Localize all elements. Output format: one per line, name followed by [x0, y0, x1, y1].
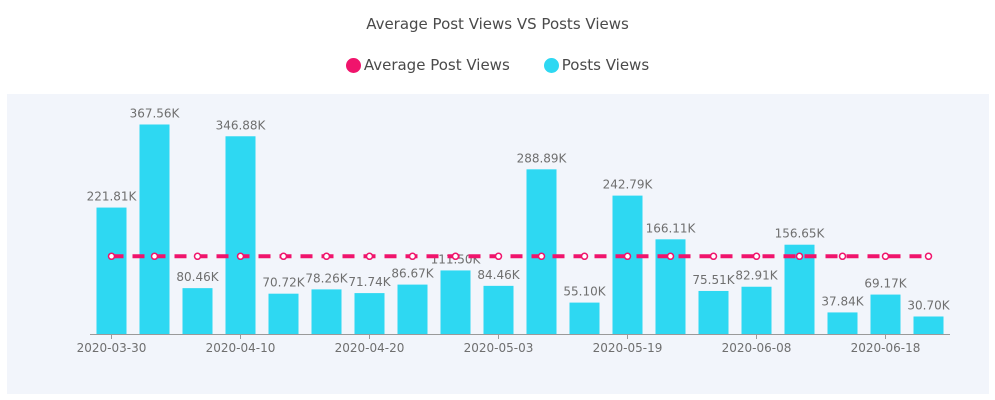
average-point[interactable]	[666, 252, 675, 261]
bar-value-label: 71.74K	[348, 275, 391, 289]
average-point[interactable]	[236, 252, 245, 261]
average-point[interactable]	[795, 252, 804, 261]
bar[interactable]	[311, 289, 342, 334]
bar[interactable]	[698, 290, 729, 334]
legend-average-marker	[345, 57, 361, 73]
bar-value-label: 37.84K	[821, 294, 864, 308]
average-point[interactable]	[924, 252, 933, 261]
average-point[interactable]	[709, 252, 718, 261]
average-point[interactable]	[408, 252, 417, 261]
average-point[interactable]	[107, 252, 116, 261]
bar-value-label: 156.65K	[775, 227, 826, 241]
bar-value-label: 221.81K	[87, 190, 138, 204]
x-tick-label: 2020-06-08	[722, 341, 792, 355]
bar-value-label: 84.46K	[477, 268, 520, 282]
average-point[interactable]	[193, 252, 202, 261]
bar[interactable]	[440, 270, 471, 334]
average-point[interactable]	[322, 252, 331, 261]
x-tick-label: 2020-03-30	[77, 341, 147, 355]
average-point[interactable]	[150, 252, 159, 261]
average-point[interactable]	[537, 252, 546, 261]
bar-value-label: 242.79K	[603, 178, 654, 192]
legend-item-posts[interactable]: Posts Views	[543, 56, 650, 74]
bar[interactable]	[483, 285, 514, 334]
x-tick-label: 2020-04-20	[335, 341, 405, 355]
bar[interactable]	[569, 302, 600, 334]
average-point[interactable]	[881, 252, 890, 261]
bar[interactable]	[913, 316, 944, 334]
bar[interactable]	[827, 312, 858, 334]
average-point[interactable]	[494, 252, 503, 261]
legend-posts-label: Posts Views	[561, 56, 650, 74]
bar-value-label: 166.11K	[646, 221, 697, 235]
legend: Average Post Views Posts Views	[0, 56, 995, 74]
average-point[interactable]	[752, 252, 761, 261]
plot-area	[7, 94, 989, 394]
bar-value-label: 346.88K	[216, 118, 267, 132]
bar-value-label: 69.17K	[864, 277, 907, 291]
x-tick-label: 2020-05-03	[464, 341, 534, 355]
bar[interactable]	[268, 293, 299, 334]
bar-value-label: 367.56K	[130, 106, 181, 120]
bar-value-label: 78.26K	[305, 271, 348, 285]
average-point[interactable]	[279, 252, 288, 261]
bar-value-label: 30.70K	[907, 299, 950, 313]
bar-value-label: 288.89K	[517, 151, 568, 165]
bar[interactable]	[870, 294, 901, 334]
bar[interactable]	[397, 284, 428, 334]
legend-item-average[interactable]: Average Post Views	[345, 56, 510, 74]
average-point[interactable]	[580, 252, 589, 261]
bar[interactable]	[96, 207, 127, 334]
bar[interactable]	[354, 293, 385, 334]
bar-value-label: 70.72K	[262, 276, 305, 290]
average-point[interactable]	[365, 252, 374, 261]
x-tick-label: 2020-05-19	[593, 341, 663, 355]
bar[interactable]	[225, 136, 256, 334]
average-point[interactable]	[451, 252, 460, 261]
bar-value-label: 80.46K	[176, 270, 219, 284]
bar[interactable]	[182, 288, 213, 334]
bar-value-label: 55.10K	[563, 285, 606, 299]
x-tick-label: 2020-04-10	[206, 341, 276, 355]
average-point[interactable]	[623, 252, 632, 261]
bar[interactable]	[612, 195, 643, 334]
bar[interactable]	[741, 286, 772, 334]
chart-title: Average Post Views VS Posts Views	[366, 15, 629, 33]
legend-posts-marker	[543, 57, 559, 73]
bar[interactable]	[139, 124, 170, 334]
bar-value-label: 82.91K	[735, 269, 778, 283]
bar[interactable]	[526, 169, 557, 334]
legend-average-label: Average Post Views	[363, 56, 510, 74]
bar-value-label: 86.67K	[391, 267, 434, 281]
bar-value-label: 75.51K	[692, 273, 735, 287]
x-tick-label: 2020-06-18	[851, 341, 921, 355]
average-point[interactable]	[838, 252, 847, 261]
